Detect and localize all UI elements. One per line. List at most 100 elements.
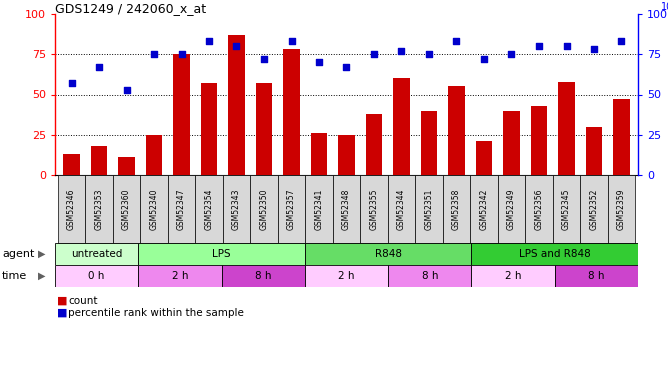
Bar (222, 175, 250, 243)
Bar (118, 157, 135, 175)
Bar (525, 175, 552, 243)
Text: time: time (2, 271, 27, 281)
Bar (613, 99, 630, 175)
Text: GSM52356: GSM52356 (534, 188, 544, 230)
Text: GSM52342: GSM52342 (480, 188, 488, 230)
Text: GSM52347: GSM52347 (177, 188, 186, 230)
Point (534, 43, 544, 49)
Point (341, 64, 352, 70)
Bar (113, 175, 140, 243)
Bar (311, 133, 327, 175)
Point (176, 51, 187, 57)
Text: LPS: LPS (212, 249, 231, 259)
Text: GSM52352: GSM52352 (589, 188, 599, 230)
Bar (63, 154, 79, 175)
Bar (608, 175, 635, 243)
Text: GSM52360: GSM52360 (122, 188, 131, 230)
Bar (173, 54, 190, 175)
Bar (415, 175, 443, 243)
Bar (366, 114, 382, 175)
Bar (443, 175, 470, 243)
Point (424, 51, 434, 57)
Text: GSM52340: GSM52340 (150, 188, 158, 230)
Bar (580, 175, 608, 243)
Text: GSM52354: GSM52354 (204, 188, 214, 230)
Text: ■: ■ (57, 308, 67, 318)
Bar (222, 265, 305, 287)
Text: GSM52344: GSM52344 (397, 188, 406, 230)
Text: 2 h: 2 h (338, 271, 355, 281)
Text: GSM52343: GSM52343 (232, 188, 241, 230)
Point (396, 48, 407, 54)
Bar (586, 127, 603, 175)
Text: untreated: untreated (71, 249, 122, 259)
Bar (256, 83, 273, 175)
Bar (558, 82, 574, 175)
Text: GSM52349: GSM52349 (507, 188, 516, 230)
Text: 2 h: 2 h (505, 271, 521, 281)
Text: GSM52341: GSM52341 (315, 188, 323, 230)
Text: R848: R848 (375, 249, 401, 259)
Text: GSM52348: GSM52348 (342, 188, 351, 230)
Bar (138, 243, 305, 265)
Text: 0 h: 0 h (88, 271, 105, 281)
Text: percentile rank within the sample: percentile rank within the sample (68, 308, 244, 318)
Point (314, 59, 325, 65)
Text: GSM52353: GSM52353 (94, 188, 104, 230)
Point (121, 87, 132, 93)
Bar (146, 135, 162, 175)
Bar (86, 175, 113, 243)
Bar (305, 175, 333, 243)
Bar (283, 50, 300, 175)
Bar (552, 175, 580, 243)
Bar (498, 175, 525, 243)
Bar (91, 146, 108, 175)
Text: ■: ■ (57, 296, 67, 306)
Bar (278, 175, 305, 243)
Bar (55, 265, 138, 287)
Point (369, 51, 379, 57)
Bar (55, 243, 138, 265)
Bar (168, 175, 195, 243)
Text: GSM52350: GSM52350 (259, 188, 269, 230)
Point (94, 64, 104, 70)
Text: count: count (68, 296, 98, 306)
Point (149, 51, 160, 57)
Bar (476, 141, 492, 175)
Bar (360, 175, 387, 243)
Text: ▶: ▶ (38, 249, 45, 259)
Point (479, 56, 490, 62)
Point (259, 56, 269, 62)
Point (451, 38, 462, 44)
Bar (250, 175, 278, 243)
Point (231, 43, 242, 49)
Text: GSM52358: GSM52358 (452, 188, 461, 230)
Text: agent: agent (2, 249, 34, 259)
Text: 8 h: 8 h (588, 271, 605, 281)
Bar (57, 175, 86, 243)
Text: 100%: 100% (661, 2, 668, 12)
Bar (554, 265, 638, 287)
Text: 8 h: 8 h (422, 271, 438, 281)
Bar (305, 243, 472, 265)
Bar (470, 175, 498, 243)
Bar (421, 111, 438, 175)
Text: GSM52355: GSM52355 (369, 188, 379, 230)
Bar (195, 175, 222, 243)
Bar (201, 83, 217, 175)
Bar (140, 175, 168, 243)
Text: GSM52351: GSM52351 (424, 188, 434, 230)
Point (506, 51, 517, 57)
Text: GSM52359: GSM52359 (617, 188, 626, 230)
Bar (472, 265, 554, 287)
Bar (387, 175, 415, 243)
Text: GSM52357: GSM52357 (287, 188, 296, 230)
Point (589, 46, 599, 53)
Bar (393, 78, 409, 175)
Bar (531, 106, 547, 175)
Bar (228, 35, 244, 175)
Bar (472, 243, 638, 265)
Text: ▶: ▶ (38, 271, 45, 281)
Bar (333, 175, 360, 243)
Bar (138, 265, 222, 287)
